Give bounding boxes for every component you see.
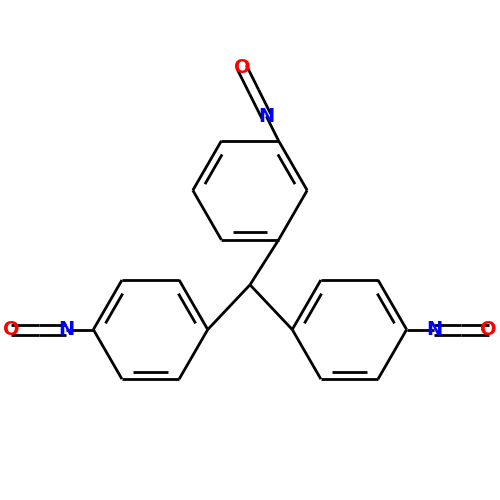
Text: N: N bbox=[258, 107, 274, 126]
Text: N: N bbox=[58, 320, 74, 339]
Text: O: O bbox=[234, 58, 250, 77]
Text: O: O bbox=[3, 320, 20, 339]
Text: N: N bbox=[426, 320, 442, 339]
Text: O: O bbox=[480, 320, 497, 339]
